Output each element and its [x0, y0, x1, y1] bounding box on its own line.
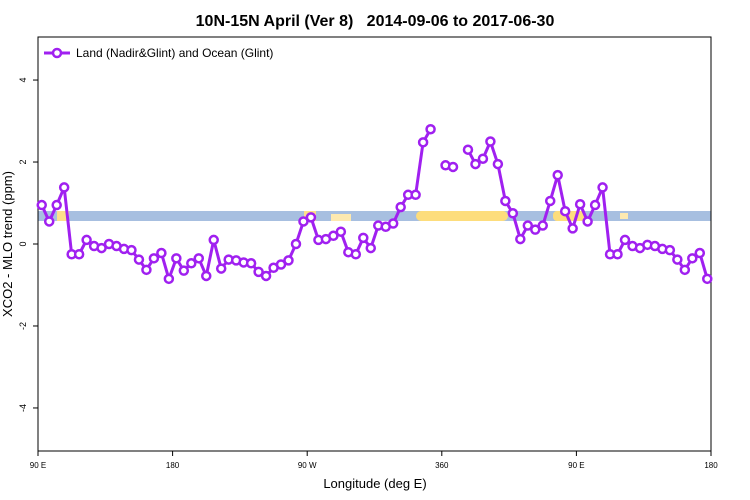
data-point	[335, 226, 347, 237]
surface-band	[38, 211, 711, 221]
data-point	[537, 220, 548, 231]
data-point	[365, 242, 377, 254]
data-point	[290, 238, 302, 250]
data-point	[283, 255, 294, 266]
data-point	[36, 199, 47, 211]
data-point	[156, 247, 167, 259]
x-tick-label: 90 W	[298, 461, 317, 470]
data-point	[215, 263, 227, 274]
x-tick-label: 180	[166, 461, 180, 470]
data-point	[559, 205, 571, 217]
data-point	[193, 253, 205, 264]
x-tick-label: 360	[435, 461, 449, 470]
data-point	[492, 158, 504, 170]
land-segment	[57, 211, 69, 221]
data-point	[260, 270, 272, 282]
data-point	[470, 158, 481, 170]
data-point	[664, 244, 676, 256]
data-point	[163, 273, 175, 285]
data-point	[58, 182, 70, 193]
legend-label: Land (Nadir&Glint) and Ocean (Glint)	[76, 46, 273, 60]
data-point	[387, 218, 399, 229]
data-point	[81, 234, 92, 246]
data-point	[567, 223, 578, 234]
x-tick-label: 90 E	[568, 461, 584, 470]
data-point	[148, 253, 160, 264]
x-axis-label: Longitude (deg E)	[323, 476, 426, 491]
x-tick-label: 180	[704, 461, 718, 470]
data-point	[507, 208, 519, 219]
data-point	[358, 232, 369, 244]
data-point	[133, 254, 145, 265]
data-point	[141, 264, 152, 276]
data-point	[552, 169, 563, 181]
y-tick-label: 4	[18, 78, 28, 83]
chart-title: 10N-15N April (Ver 8) 2014-09-06 to 2017…	[196, 13, 555, 30]
data-point	[171, 253, 182, 264]
y-tick-label: -4	[18, 404, 28, 412]
data-point	[582, 216, 593, 227]
data-point	[574, 198, 586, 210]
data-point	[410, 189, 421, 201]
data-point	[350, 248, 362, 260]
data-point	[43, 216, 55, 227]
data-point	[178, 265, 190, 276]
data-point	[619, 234, 631, 246]
data-point	[530, 224, 541, 235]
data-point	[126, 244, 137, 256]
land-segment	[416, 211, 508, 221]
data-point	[447, 161, 459, 173]
data-point	[522, 220, 534, 231]
data-point	[694, 247, 706, 259]
data-point	[515, 233, 526, 245]
data-point	[395, 201, 406, 213]
y-tick-label: 0	[18, 241, 28, 246]
y-tick-label: 2	[18, 160, 28, 165]
y-tick-label: -2	[18, 322, 28, 330]
data-point	[245, 258, 257, 269]
data-point	[298, 216, 309, 227]
data-point	[201, 270, 212, 282]
data-point	[51, 199, 62, 211]
data-point	[612, 248, 623, 260]
data-point	[253, 266, 264, 278]
data-point	[485, 136, 496, 147]
land-segment	[331, 214, 351, 221]
land-segment	[620, 213, 628, 219]
data-point	[305, 212, 317, 223]
data-point	[425, 123, 436, 135]
data-point	[186, 258, 197, 269]
data-point	[96, 242, 107, 254]
data-point	[73, 248, 85, 260]
y-axis-label: XCO2 - MLO trend (ppm)	[0, 171, 15, 317]
legend-marker	[51, 47, 63, 59]
data-point	[597, 182, 608, 193]
data-point	[328, 230, 339, 242]
x-tick-label: 90 E	[30, 461, 46, 470]
data-point	[672, 254, 683, 265]
data-point	[208, 234, 219, 246]
data-point	[417, 137, 429, 148]
data-point	[544, 195, 556, 207]
legend: Land (Nadir&Glint) and Ocean (Glint)	[44, 46, 273, 60]
data-point	[462, 144, 474, 155]
data-point	[589, 199, 601, 211]
ocean-band	[38, 211, 711, 221]
data-point	[477, 153, 489, 164]
data-point	[679, 264, 691, 276]
data-point	[702, 273, 713, 285]
data-point	[500, 195, 511, 207]
data-point	[275, 259, 287, 270]
data-point	[687, 253, 698, 264]
